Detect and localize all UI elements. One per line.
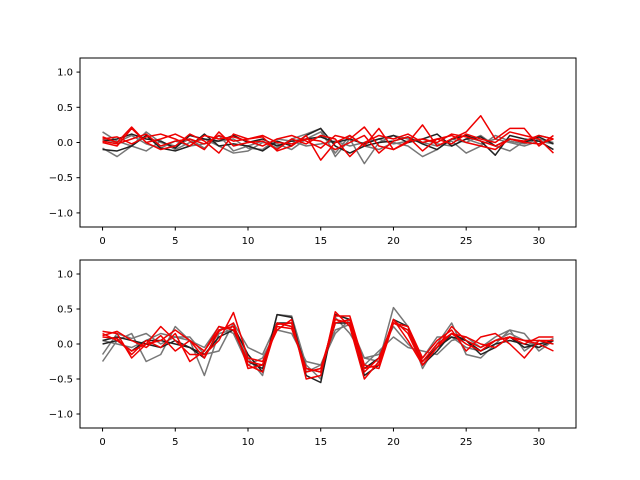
x-tick-label: 15 — [314, 236, 327, 247]
y-tick-label: 0.0 — [57, 138, 73, 149]
y-tick-label: −1.0 — [49, 410, 73, 421]
series-line-7 — [102, 127, 554, 158]
y-tick-label: 1.0 — [57, 270, 73, 281]
x-tick-label: 25 — [460, 236, 473, 247]
y-tick-label: 1.0 — [57, 68, 73, 79]
x-tick-label: 15 — [314, 437, 327, 448]
x-tick-label: 10 — [242, 236, 255, 247]
x-tick-label: 30 — [533, 437, 546, 448]
series-line-5 — [102, 133, 554, 149]
plot-area — [101, 306, 554, 384]
x-tick-label: 0 — [99, 236, 105, 247]
x-tick-label: 25 — [460, 437, 473, 448]
series-line-9 — [102, 133, 554, 154]
y-tick-label: 0.5 — [57, 103, 73, 114]
x-tick-label: 20 — [387, 236, 400, 247]
y-tick-label: 0.0 — [57, 340, 73, 351]
x-tick-label: 5 — [172, 236, 178, 247]
y-tick-label: 0.5 — [57, 305, 73, 316]
y-tick-label: −1.0 — [49, 208, 73, 219]
series-line-9 — [102, 318, 554, 373]
series-line-8 — [102, 318, 554, 373]
x-tick-label: 10 — [242, 437, 255, 448]
subplot-1: 0 5 10 15 20 25 30 −1.0 −0.5 0.0 0.5 1.0 — [49, 57, 577, 247]
series-line-6 — [102, 114, 554, 161]
x-tick-label: 30 — [533, 236, 546, 247]
x-tick-label: 0 — [99, 437, 105, 448]
y-tick-label: −0.5 — [49, 173, 73, 184]
x-tick-label: 5 — [172, 437, 178, 448]
x-tick-label: 20 — [387, 437, 400, 448]
subplot-2: 0 5 10 15 20 25 30 −1.0 −0.5 0.0 0.5 1.0 — [49, 259, 577, 448]
y-tick-label: −0.5 — [49, 375, 73, 386]
plot-area — [102, 114, 554, 165]
